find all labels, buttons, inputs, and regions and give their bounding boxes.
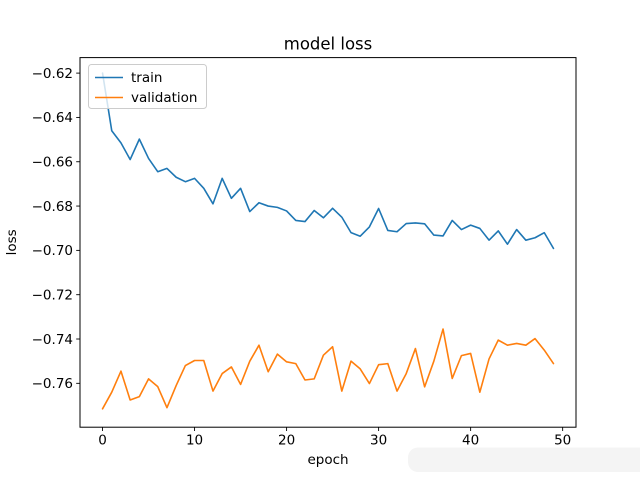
y-tick-label: −0.62 — [32, 66, 73, 82]
series-line-train — [101, 72, 555, 250]
x-tick-label: 40 — [462, 433, 479, 449]
legend: train validation — [88, 64, 207, 109]
data-series-lines — [101, 72, 555, 410]
y-axis-label: loss — [4, 229, 20, 255]
y-tick-label: −0.68 — [32, 199, 73, 215]
axis-tick-marks — [76, 72, 564, 431]
watermark-overlay — [408, 447, 640, 472]
y-tick-label: −0.76 — [32, 376, 73, 392]
x-tick-label: 0 — [98, 433, 107, 449]
x-axis-label: epoch — [307, 452, 348, 468]
series-line-validation — [101, 328, 555, 410]
y-tick-labels: −0.62 −0.64 −0.66 −0.68 −0.70 −0.72 −0.74 −0.76 — [32, 66, 73, 392]
y-tick-label: −0.66 — [32, 155, 73, 171]
x-tick-label: 20 — [278, 433, 295, 449]
legend-validation-label: validation — [131, 90, 197, 106]
y-tick-label: −0.70 — [32, 243, 73, 259]
x-tick-label: 50 — [554, 433, 571, 449]
x-tick-label: 10 — [186, 433, 203, 449]
y-tick-label: −0.72 — [32, 287, 73, 303]
x-tick-labels: 0 10 20 30 40 50 — [98, 433, 571, 449]
legend-train-label: train — [131, 70, 162, 86]
plot-area — [79, 57, 577, 428]
x-tick-label: 30 — [370, 433, 387, 449]
y-tick-label: −0.64 — [32, 110, 73, 126]
y-tick-label: −0.74 — [32, 332, 73, 348]
chart-title: model loss — [284, 35, 373, 54]
